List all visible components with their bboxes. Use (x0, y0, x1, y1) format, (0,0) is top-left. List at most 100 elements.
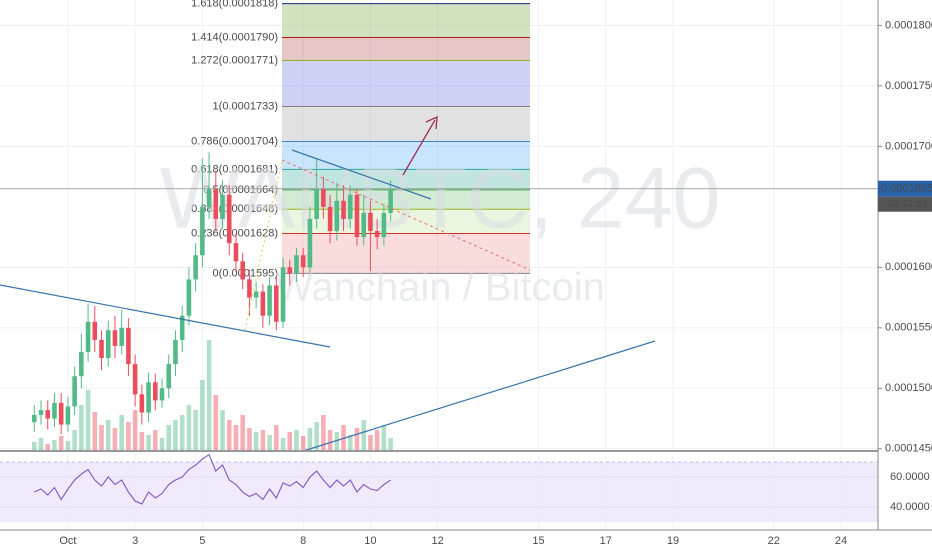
volume-bar (126, 422, 131, 450)
fib-zone (282, 169, 530, 190)
candle-body (253, 291, 259, 298)
fib-label: 1(0.0001733) (213, 100, 278, 112)
rsi-band (0, 462, 878, 522)
fib-label: 1.272(0.0001771) (191, 54, 278, 66)
volume-bar (267, 435, 272, 450)
watermark-subtitle: Wanchain / Bitcoin (275, 266, 605, 310)
candle-body (179, 315, 185, 340)
candle-body (321, 188, 326, 207)
countdown-bg (878, 196, 932, 212)
volume-bar (119, 415, 124, 450)
candle-body (274, 285, 279, 322)
y-tick-label: 0.0001700 (885, 140, 932, 152)
volume-bar (368, 435, 373, 450)
x-tick-label: 15 (532, 535, 544, 547)
candle-body (45, 410, 51, 419)
candle-body (92, 321, 98, 340)
x-tick-label: 3 (132, 535, 138, 547)
volume-bar (79, 405, 84, 450)
volume-bar (240, 415, 245, 450)
y-tick-label: 0.0001500 (885, 382, 932, 394)
candle-body (126, 327, 131, 365)
volume-bar (300, 436, 306, 450)
grid (0, 0, 878, 530)
fib-zone (282, 60, 530, 107)
volume-bar (374, 430, 380, 450)
candle-body (38, 410, 44, 415)
countdown: 03:11:51 (887, 198, 929, 210)
volume-bar (139, 432, 145, 450)
candle-body (381, 212, 387, 238)
volume-bar (280, 438, 286, 450)
candle-body (52, 402, 57, 419)
drawings (0, 115, 656, 453)
rsi-pane (0, 453, 878, 522)
volume-bar (146, 435, 151, 450)
x-tick-label: 8 (300, 535, 306, 547)
volume-bar (260, 430, 266, 450)
candle-body (132, 364, 138, 395)
candle-body (388, 188, 393, 213)
volume-bar (38, 438, 44, 450)
candle-body (159, 388, 165, 401)
y-tick-label: 0.0001600 (885, 261, 932, 273)
fib-label: 1.414(0.0001790) (191, 31, 278, 43)
trend-line (0, 284, 331, 348)
candle-body (294, 255, 299, 274)
pane-gap (0, 450, 878, 455)
candle-body (267, 285, 272, 316)
volume-bar (206, 340, 212, 450)
candle-body (139, 394, 145, 413)
fib-zone (282, 106, 530, 142)
watermark: WANBTC, 240 (160, 151, 721, 247)
volume-bar (287, 432, 293, 450)
volume-bar (274, 425, 279, 450)
candle-body (226, 194, 232, 244)
x-tick-label: Oct (59, 535, 76, 547)
arrow-head (425, 115, 438, 130)
volume-bar (85, 390, 91, 450)
candle-body (354, 194, 360, 238)
candle-body (334, 200, 340, 232)
rsi-tick-label: 40.0000 (890, 501, 930, 513)
arrow (402, 119, 436, 176)
candle-body (79, 352, 84, 377)
candle-body (213, 188, 219, 219)
candle-body (85, 321, 91, 353)
fib-label: 0(0.0001595) (213, 267, 278, 279)
x-tick-label: 24 (835, 535, 847, 547)
volume-bar (307, 428, 313, 450)
volume-bar (247, 428, 252, 450)
volume-bar (186, 405, 192, 450)
volume-bar (294, 430, 299, 450)
candle-body (32, 414, 37, 423)
x-tick-label: 19 (667, 535, 679, 547)
trend-line (299, 340, 656, 453)
candle-body (193, 255, 198, 280)
volume-bar (166, 425, 172, 450)
candle-body (368, 212, 373, 232)
candle-body (260, 291, 266, 316)
candle-body (99, 339, 104, 359)
x-tick-label: 5 (199, 535, 205, 547)
price-label-bg (878, 180, 932, 197)
candle-body (186, 279, 192, 316)
candle-body (280, 267, 286, 322)
fibonacci-extension: 1.618(0.0001818) 1.414(0.0001790) 1.272(0.… (191, 0, 530, 279)
volume-bar (193, 410, 198, 450)
candle-body (72, 376, 77, 407)
candle-body (105, 330, 111, 359)
candle-body (327, 206, 333, 232)
volume-bar (381, 425, 387, 450)
trend-line (291, 149, 432, 200)
rsi-line (34, 453, 391, 505)
volume (32, 340, 393, 450)
volume-bar (173, 420, 178, 450)
volume-bar (45, 444, 51, 450)
candle-body (314, 188, 319, 219)
x-tick-label: 17 (600, 535, 612, 547)
rsi-tick-label: 60.0000 (890, 471, 930, 483)
volume-bar (213, 395, 219, 450)
candle-body (58, 402, 64, 425)
